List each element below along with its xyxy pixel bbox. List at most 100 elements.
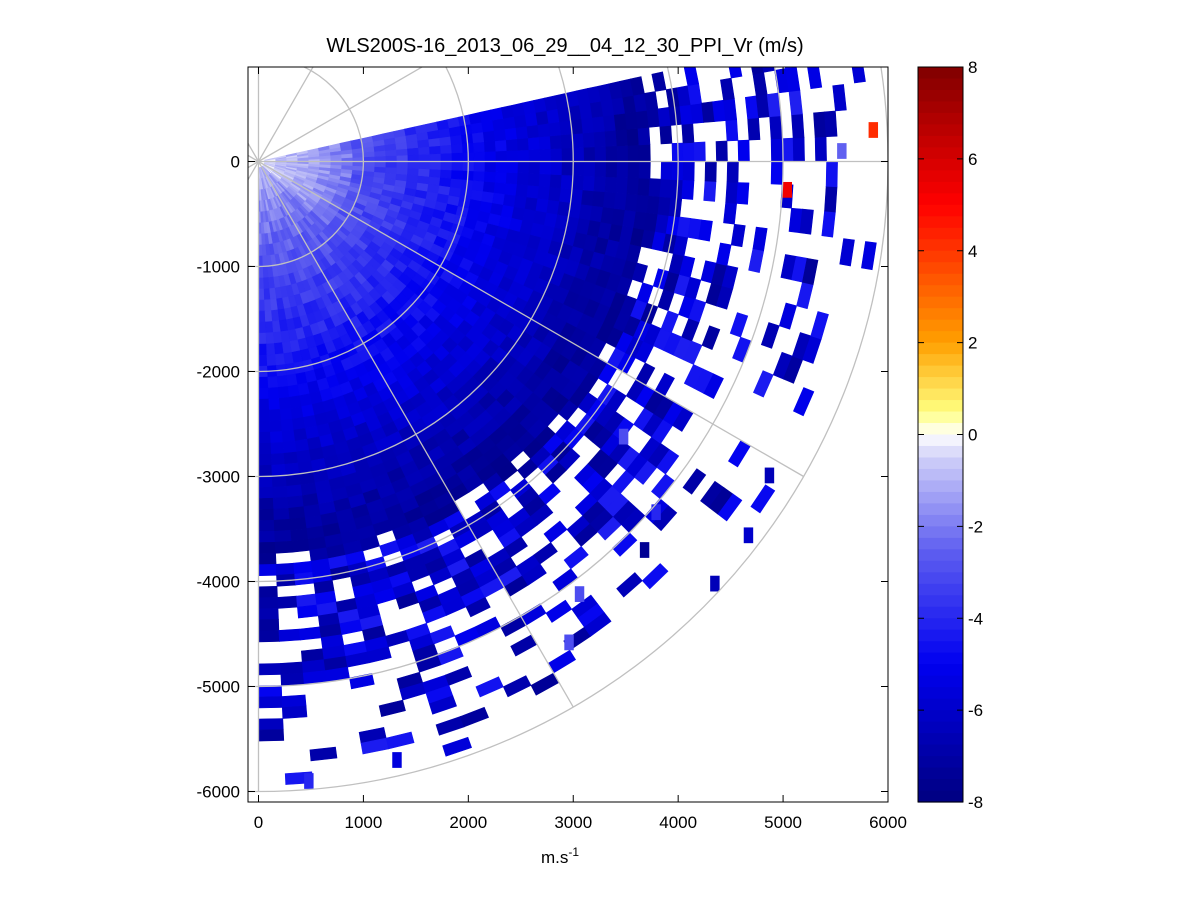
velocity-cell [374, 155, 387, 162]
colorbar-band [918, 250, 963, 263]
velocity-cell [439, 177, 452, 188]
velocity-cell [473, 161, 486, 172]
azimuth-spoke [248, 161, 260, 181]
velocity-cell [538, 135, 552, 150]
velocity-cell [515, 183, 529, 198]
colorbar-tick-label: -4 [968, 609, 983, 628]
velocity-cell [472, 170, 486, 182]
velocity-cell [271, 463, 287, 477]
velocity-cell [657, 196, 672, 216]
velocity-cell [385, 166, 398, 174]
velocity-cell [615, 128, 629, 147]
velocity-cell [266, 354, 277, 367]
velocity-cell [807, 67, 823, 90]
x-axis-label-superscript: -1 [568, 845, 579, 859]
colorbar-band [918, 687, 963, 700]
velocity-cell [627, 144, 640, 162]
velocity-cell [281, 694, 307, 708]
velocity-cell [781, 137, 794, 162]
isolated-velocity-cell [868, 122, 879, 138]
colorbar-band [918, 400, 963, 413]
velocity-cell [626, 127, 640, 146]
azimuth-spoke [248, 160, 259, 169]
velocity-cell [581, 189, 595, 206]
velocity-cell [417, 175, 430, 185]
velocity-cell [258, 442, 272, 455]
velocity-cell [258, 277, 265, 290]
velocity-cell [560, 133, 574, 149]
velocity-cell [378, 699, 406, 717]
chart-title: WLS200S-16_2013_06_29__04_12_30_PPI_Vr (… [326, 35, 803, 57]
velocity-cell [470, 189, 484, 202]
velocity-cell [258, 508, 275, 521]
velocity-cell [825, 161, 838, 188]
colorbar-band [918, 583, 963, 596]
velocity-cell [613, 192, 628, 211]
azimuth-spoke [248, 142, 260, 162]
velocity-cell [527, 136, 541, 151]
velocity-cell [290, 528, 309, 542]
velocity-cell [258, 398, 270, 411]
azimuth-spoke [257, 67, 314, 162]
velocity-cell [297, 604, 319, 619]
x-tick-label: 1000 [344, 813, 382, 832]
velocity-cell [506, 161, 519, 174]
x-axis: 0 1000 2000 3000 4000 5000 6000 [254, 67, 907, 832]
velocity-cell [638, 161, 651, 179]
colorbar-band [918, 331, 963, 344]
velocity-cell [472, 141, 486, 153]
colorbar-band [918, 595, 963, 608]
velocity-cell [429, 168, 442, 178]
velocity-cell [494, 171, 508, 184]
velocity-cell [493, 181, 507, 195]
velocity-cell [283, 451, 299, 465]
velocity-cell [701, 325, 721, 350]
velocity-cell [293, 427, 308, 442]
velocity-cell [363, 165, 376, 173]
velocity-cell [396, 154, 409, 162]
velocity-cell [352, 165, 365, 172]
velocity-cell [258, 552, 277, 566]
velocity-cell [294, 438, 310, 453]
velocity-cell [299, 626, 322, 641]
velocity-cell [258, 464, 273, 477]
velocity-cell [624, 111, 639, 130]
velocity-cell [635, 194, 650, 214]
velocity-cell [451, 161, 464, 171]
velocity-cell [592, 115, 606, 133]
velocity-cell [258, 619, 280, 632]
velocity-cell [563, 545, 589, 570]
velocity-cell [861, 241, 877, 271]
colorbar-tick-label: 8 [968, 58, 977, 77]
velocity-cell [292, 417, 306, 431]
velocity-cell [537, 122, 551, 138]
velocity-cell [270, 452, 286, 466]
velocity-cell [275, 562, 295, 576]
velocity-cell [352, 161, 365, 167]
velocity-cell [715, 140, 728, 162]
velocity-cell [533, 542, 558, 565]
colorbar [918, 67, 963, 803]
velocity-cell [824, 110, 838, 138]
velocity-cell [615, 176, 629, 195]
velocity-cell [638, 144, 651, 162]
velocity-cell [385, 155, 398, 162]
colorbar-band [918, 158, 963, 171]
velocity-cell [428, 176, 441, 186]
velocity-cell [516, 172, 530, 186]
velocity-cell [646, 195, 661, 215]
velocity-cell [504, 127, 518, 141]
colorbar-band [918, 411, 963, 424]
velocity-cell [604, 176, 618, 194]
velocity-cell [366, 646, 392, 664]
colorbar-tick-label: 0 [968, 426, 977, 445]
colorbar-band [918, 652, 963, 665]
velocity-cell [681, 179, 695, 200]
velocity-cell [258, 288, 265, 301]
velocity-cell [506, 149, 519, 162]
velocity-cell [648, 178, 662, 197]
velocity-cell [440, 161, 453, 171]
colorbar-band [918, 514, 963, 527]
velocity-cell [527, 172, 541, 187]
x-axis-label-base: m.s [541, 848, 568, 867]
